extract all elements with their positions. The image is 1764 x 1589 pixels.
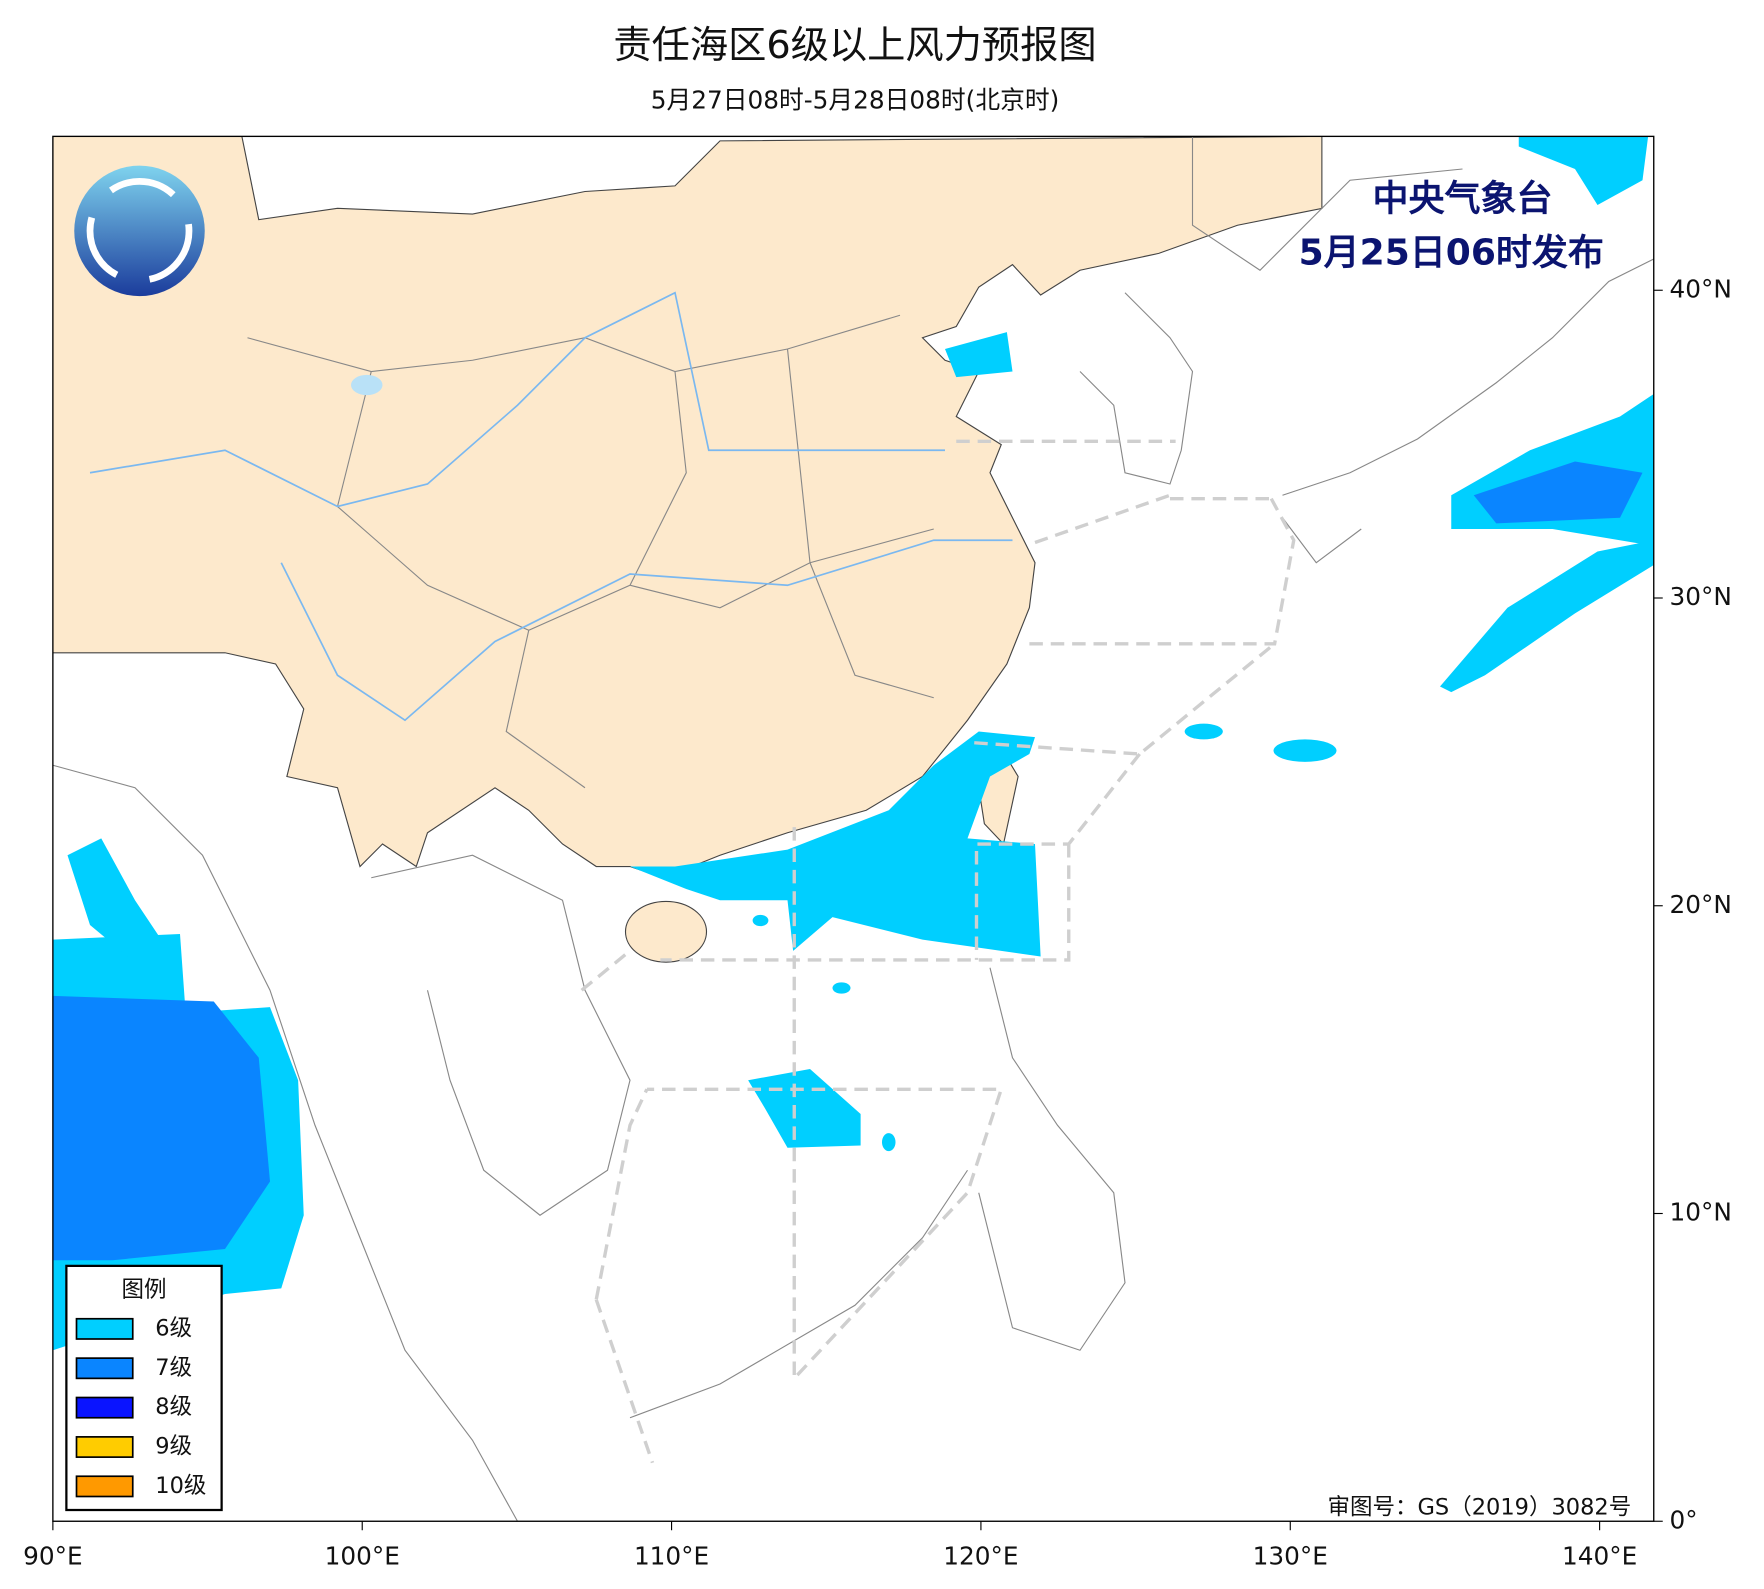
map <box>52 136 1654 1522</box>
legend-swatch <box>75 1357 134 1380</box>
legend-swatch <box>75 1436 134 1458</box>
y-tick-label: 0° <box>1670 1505 1698 1534</box>
x-tick-label: 140°E <box>1562 1541 1637 1570</box>
y-tick-label: 20°N <box>1670 890 1732 919</box>
legend-label: 7级 <box>155 1355 192 1381</box>
map-frame <box>52 135 1655 1522</box>
legend-swatch <box>75 1396 134 1419</box>
title: 责任海区6级以上风力预报图 <box>613 23 1096 68</box>
x-tick-label: 120°E <box>943 1541 1018 1570</box>
legend-label: 8级 <box>155 1394 192 1420</box>
legend-label: 6级 <box>155 1315 192 1341</box>
legend: 图例 6级 7级 8级 9级 10级 <box>65 1264 223 1512</box>
subtitle: 5月27日08时-5月28日08时(北京时) <box>651 86 1059 115</box>
legend-title: 图例 <box>121 1277 166 1303</box>
x-tick-label: 90°E <box>23 1541 83 1570</box>
china-land <box>52 136 1323 879</box>
y-tick-label: 30°N <box>1670 582 1732 611</box>
legend-swatch <box>75 1317 134 1340</box>
y-tick-label: 10°N <box>1670 1198 1732 1227</box>
x-tick-label: 110°E <box>634 1541 709 1570</box>
legend-swatch <box>75 1475 134 1498</box>
map-credit: 审图号：GS（2019）3082号 <box>1328 1494 1632 1520</box>
legend-label: 10级 <box>155 1473 206 1499</box>
axes: 90°E 100°E 110°E 120°E 130°E 140°E 0° 10°N 20°N 3… <box>23 274 1732 1570</box>
x-tick-label: 100°E <box>325 1541 400 1570</box>
legend-label: 9级 <box>155 1434 192 1460</box>
issue-time: 5月25日06时发布 <box>1299 233 1604 274</box>
issuer: 中央气象台 <box>1372 179 1552 220</box>
y-tick-label: 40°N <box>1670 274 1732 303</box>
logo <box>74 165 205 297</box>
x-tick-label: 130°E <box>1253 1541 1328 1570</box>
